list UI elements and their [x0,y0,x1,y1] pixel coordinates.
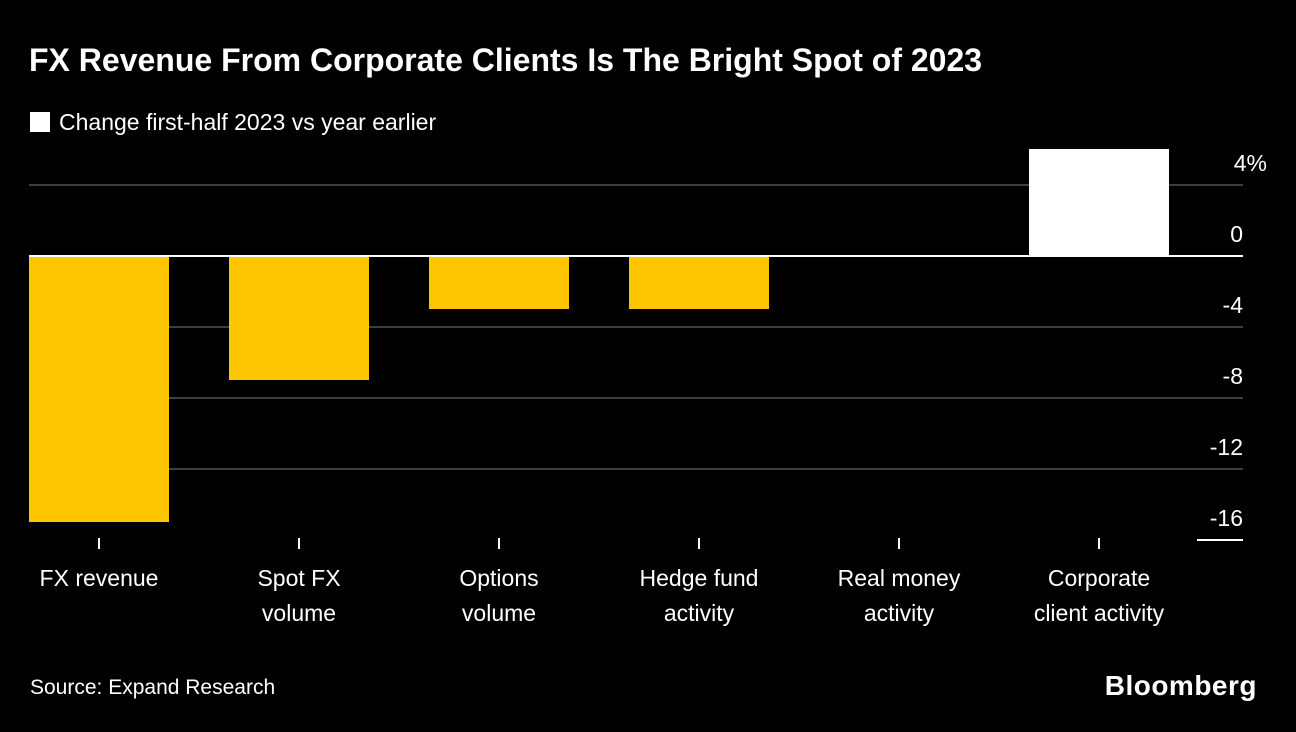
legend-label: Change first-half 2023 vs year earlier [59,108,437,135]
legend-swatch [30,112,50,132]
x-axis-label-options-volume: Options volume [459,565,539,626]
x-tick-corporate-client-activity [1098,538,1100,549]
chart-title: FX Revenue From Corporate Clients Is The… [29,42,983,78]
x-tick-fx-revenue [98,538,100,549]
bloomberg-logo: Bloomberg [1104,670,1257,701]
bar-corporate-client-activity [1029,149,1169,256]
zero-baseline [29,254,1243,257]
x-tick-options-volume [498,538,500,549]
gridline--12 [29,467,1243,470]
bar-fx-revenue [29,255,169,522]
x-axis-label-real-money-activity: Real money activity [837,565,961,626]
y-axis-label--16: -16 [1209,504,1243,531]
x-tick-spot-fx-volume [298,538,300,549]
bar-hedge-fund-activity [629,255,769,309]
y-axis-label--8: -8 [1222,362,1243,389]
bar-options-volume [429,255,569,309]
source-note: Source: Expand Research [30,676,276,699]
gridline--4 [29,325,1243,328]
x-axis-label-fx-revenue: FX revenue [39,565,159,591]
x-axis-label-spot-fx-volume: Spot FX volume [257,565,341,626]
x-axis-label-hedge-fund-activity: Hedge fund activity [639,565,759,626]
y-axis-label--4: -4 [1222,291,1243,318]
x-axis-label-corporate-client-activity: Corporate client activity [1033,565,1165,626]
y-axis-label-0: 0 [1230,220,1243,247]
gridline-4 [29,183,1243,186]
y-axis-label--12: -12 [1209,433,1243,460]
bottom-axis-stub [1197,538,1243,541]
gridline--8 [29,396,1243,399]
x-tick-real-money-activity [898,538,900,549]
y-axis-label-4: 4% [1233,149,1267,176]
bar-spot-fx-volume [229,255,369,380]
x-tick-hedge-fund-activity [698,538,700,549]
chart-legend: Change first-half 2023 vs year earlier [30,108,437,135]
